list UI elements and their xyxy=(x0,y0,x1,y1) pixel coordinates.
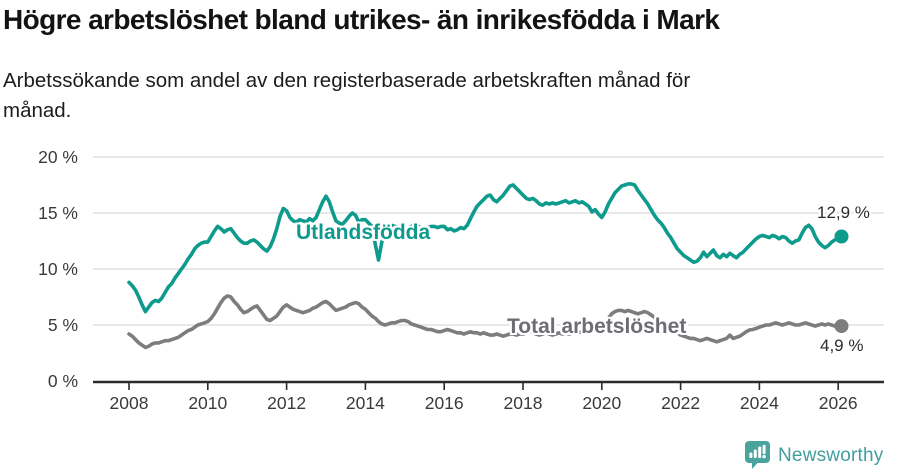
x-tick-label: 2022 xyxy=(661,393,700,413)
y-tick-label: 0 % xyxy=(48,371,78,391)
y-tick-label: 15 % xyxy=(38,203,78,223)
x-tick-label: 2012 xyxy=(267,393,306,413)
series-end-dot xyxy=(834,229,849,244)
x-tick-label: 2018 xyxy=(504,393,543,413)
newsworthy-logo-icon xyxy=(745,441,770,469)
x-tick-label: 2024 xyxy=(740,393,779,413)
x-tick-label: 2008 xyxy=(110,393,149,413)
series-label-utlandsfodda: Utlandsfödda xyxy=(296,221,431,244)
page-subtitle: Arbetssökande som andel av den registerb… xyxy=(3,66,690,126)
exclamation-dot xyxy=(762,454,766,459)
x-tick-label: 2014 xyxy=(346,393,385,413)
series-end-dot xyxy=(834,319,849,334)
y-tick-label: 20 % xyxy=(38,147,78,167)
subtitle-line: Arbetssökande som andel av den registerb… xyxy=(3,69,691,92)
y-tick-label: 5 % xyxy=(48,315,78,335)
end-value-label-utlandsfodda: 12,9 % xyxy=(817,203,870,222)
y-tick-label: 10 % xyxy=(38,259,78,279)
newsworthy-logo: Newsworthy xyxy=(744,440,883,471)
speech-bubble-shape xyxy=(745,441,770,469)
bar-chart-glyph xyxy=(749,444,766,459)
end-value-label-total: 4,9 % xyxy=(820,336,864,355)
x-tick-label: 2016 xyxy=(425,393,464,413)
x-tick-label: 2026 xyxy=(819,393,858,413)
page-title: Högre arbetslöshet bland utrikes- än inr… xyxy=(3,4,720,35)
series-line-total-arbetsl-shet xyxy=(127,294,844,350)
newsworthy-logo-text: Newsworthy xyxy=(778,444,884,466)
subtitle-line: månad. xyxy=(3,99,72,122)
x-tick-label: 2010 xyxy=(188,393,227,413)
series-label-total: Total arbetslöshet xyxy=(507,315,687,338)
exclamation-bar xyxy=(762,444,766,454)
series-line-utlandsf-dda xyxy=(127,182,844,314)
x-tick-label: 2020 xyxy=(582,393,621,413)
